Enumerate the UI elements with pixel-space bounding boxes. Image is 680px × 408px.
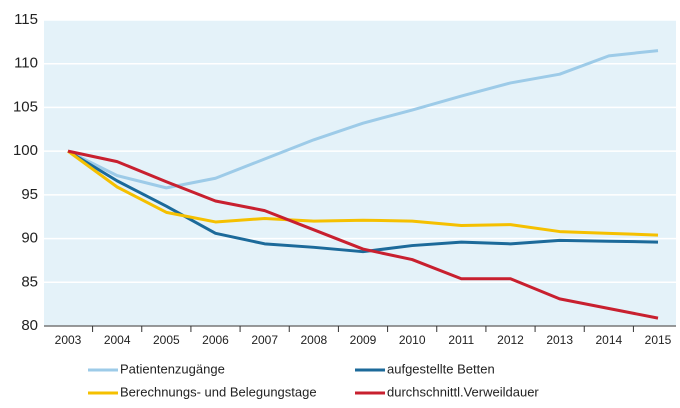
x-tick-label: 2006 <box>202 333 229 347</box>
x-tick-label: 2009 <box>350 333 377 347</box>
x-tick-label: 2013 <box>546 333 573 347</box>
x-tick-label: 2003 <box>55 333 82 347</box>
x-tick-label: 2010 <box>399 333 426 347</box>
y-tick-label: 110 <box>14 55 38 72</box>
x-tick-label: 2007 <box>251 333 278 347</box>
y-tick-label: 100 <box>13 142 38 159</box>
x-tick-label: 2012 <box>497 333 524 347</box>
series-line <box>67 149 659 237</box>
y-tick-label: 85 <box>21 273 38 290</box>
x-tick-label: 2008 <box>300 333 327 347</box>
legend-label: Patientenzugänge <box>120 361 225 376</box>
y-tick-label: 115 <box>14 11 38 28</box>
x-tick-label: 2014 <box>595 333 622 347</box>
x-tick-label: 2004 <box>104 333 131 347</box>
y-tick-label: 95 <box>21 186 38 203</box>
x-tick-label: 2011 <box>448 333 474 347</box>
x-tick-label: 2005 <box>153 333 180 347</box>
x-tick-label: 2015 <box>645 333 672 347</box>
y-tick-label: 80 <box>21 317 38 334</box>
legend-label: Berechnungs- und Belegungstage <box>120 384 317 399</box>
y-tick-label: 105 <box>13 98 38 115</box>
series-line <box>67 149 659 254</box>
legend-label: aufgestellte Betten <box>387 361 495 376</box>
legend-label: durchschnittl.Verweildauer <box>387 384 539 399</box>
series-line <box>67 149 659 320</box>
y-tick-label: 90 <box>21 230 38 247</box>
series-line <box>67 49 659 190</box>
